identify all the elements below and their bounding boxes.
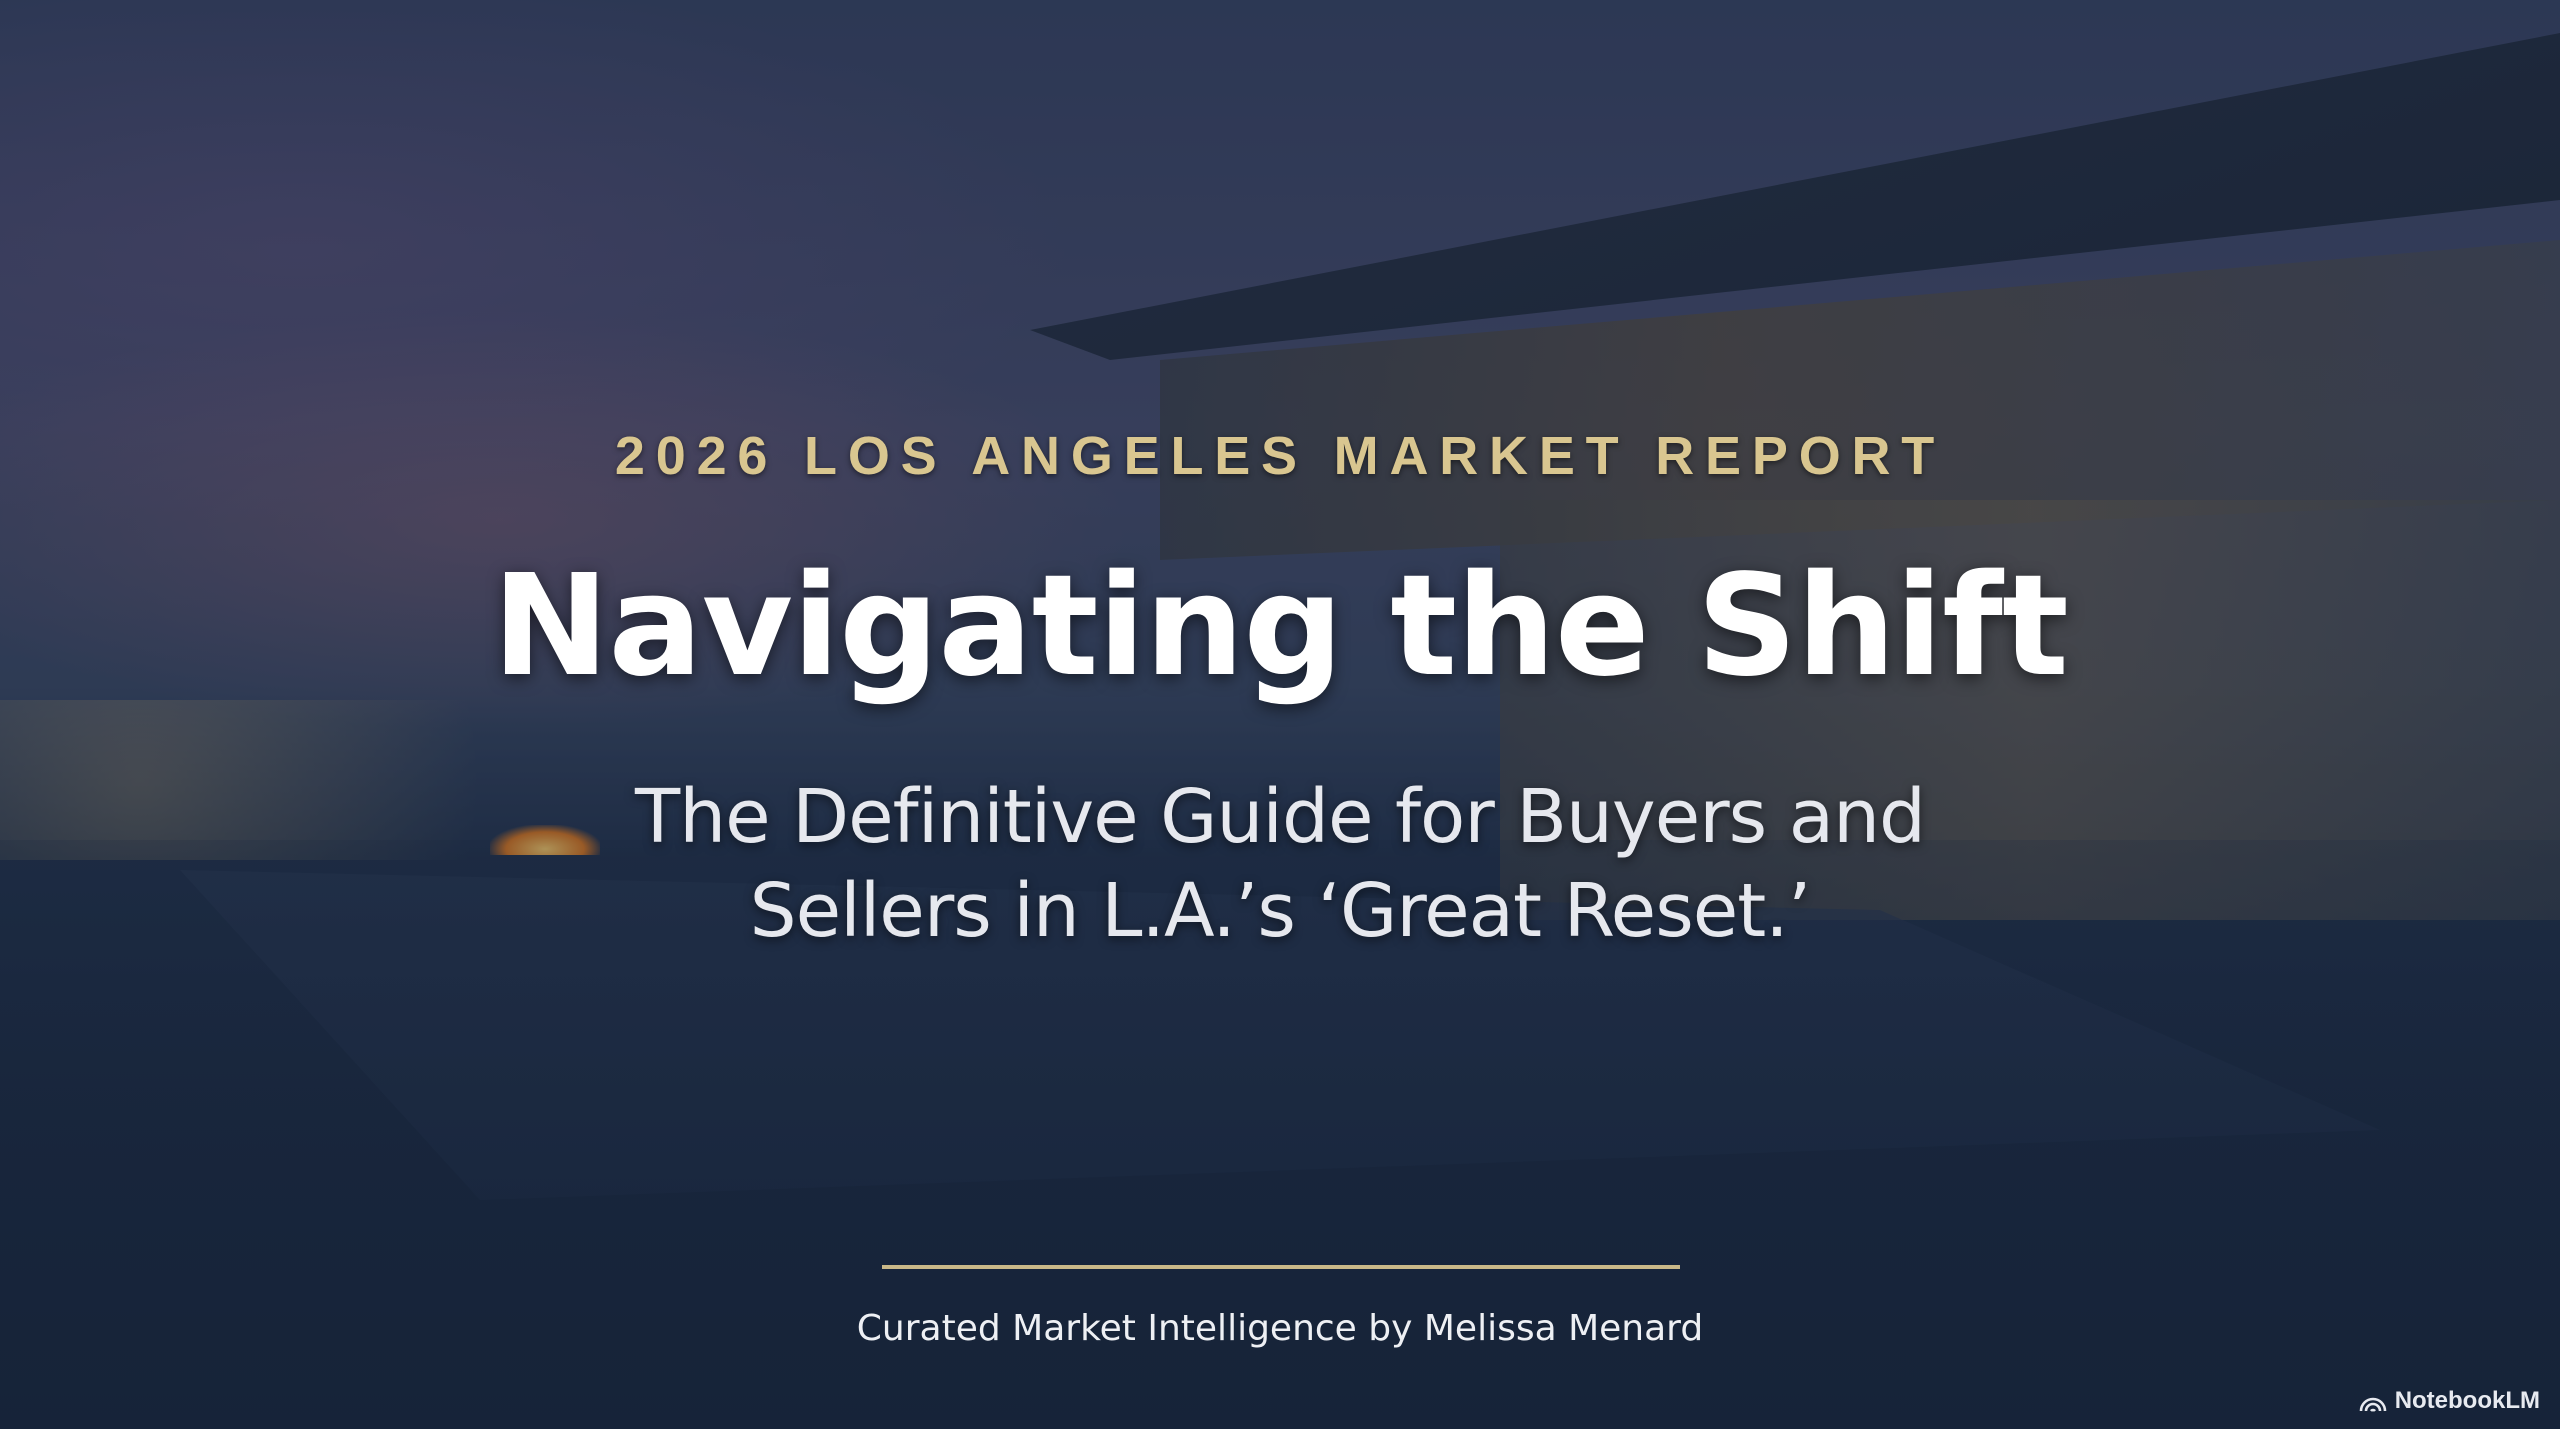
byline: Curated Market Intelligence by Melissa M…	[856, 1308, 1704, 1349]
divider-line	[882, 1265, 1680, 1269]
notebooklm-watermark: NotebookLM	[2359, 1387, 2540, 1415]
notebooklm-logo-icon	[2359, 1397, 2386, 1412]
slide-subtitle: The Definitive Guide for Buyers and Sell…	[0, 770, 2560, 958]
slide-title: Navigating the Shift	[492, 545, 2069, 708]
subtitle-line-2: Sellers in L.A.’s ‘Great Reset.’	[749, 868, 1812, 954]
fire-pit-background	[490, 825, 600, 855]
subtitle-line-1: The Definitive Guide for Buyers and	[635, 774, 1926, 860]
notebooklm-label: NotebookLM	[2394, 1387, 2540, 1414]
slide-kicker: 2026 LOS ANGELES MARKET REPORT	[614, 426, 1946, 486]
